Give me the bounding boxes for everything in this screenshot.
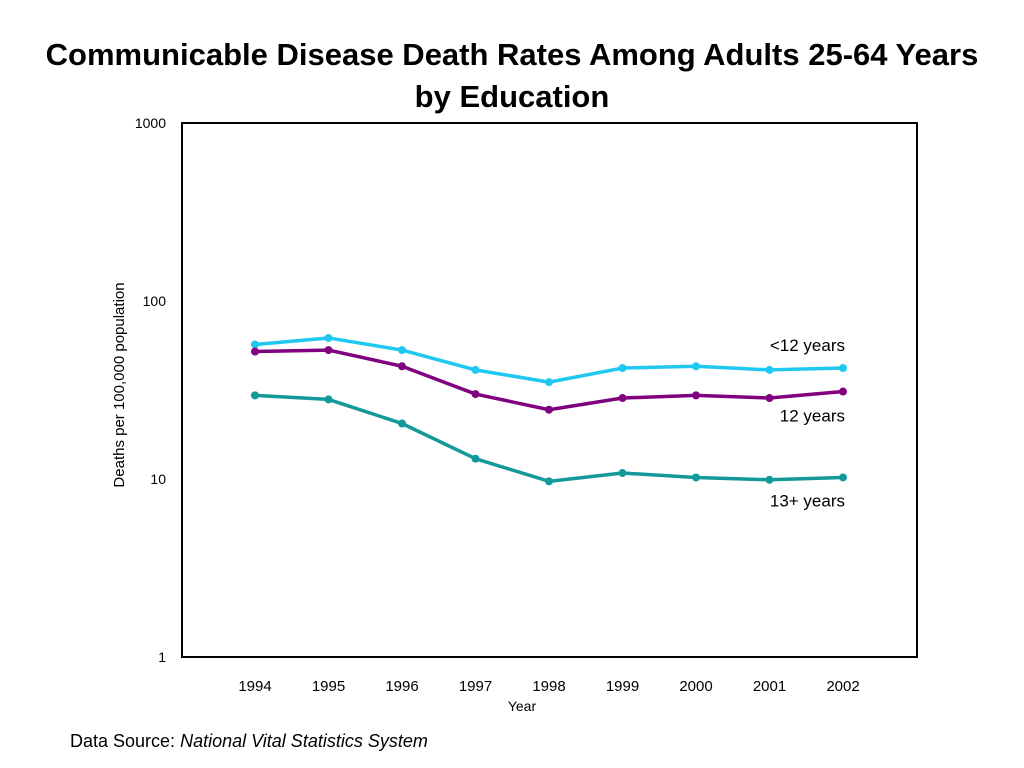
- data-point: [765, 475, 774, 484]
- plot-area-frame: [181, 122, 918, 658]
- data-source-label: Data Source:: [70, 731, 176, 751]
- x-tick-label: 1999: [606, 678, 639, 695]
- data-point: [251, 347, 259, 356]
- x-axis-ticks: 1994 1995 1996 1997 1998 1999 2000 2001 2002: [238, 678, 859, 695]
- series-label: 13+ years: [770, 491, 845, 510]
- data-source-note: Data Source: National Vital Statistics S…: [70, 731, 428, 752]
- data-point: [545, 378, 553, 387]
- data-point: [324, 395, 333, 404]
- y-tick-label: 100: [143, 293, 167, 309]
- data-point: [765, 365, 774, 374]
- data-point: [324, 346, 333, 355]
- chart-title: Communicable Disease Death Rates Among A…: [0, 34, 1024, 118]
- data-point: [618, 364, 627, 373]
- series-lines: [251, 333, 847, 486]
- x-tick-label: 1996: [385, 678, 418, 695]
- x-tick-label: 1995: [312, 678, 345, 695]
- data-point: [765, 394, 774, 403]
- x-axis-label: Year: [508, 698, 537, 714]
- data-point: [398, 362, 406, 371]
- x-tick-label: 2001: [753, 678, 786, 695]
- data-point: [839, 473, 847, 482]
- x-tick-label: 2000: [679, 678, 712, 695]
- data-point: [545, 477, 553, 486]
- data-source-name: National Vital Statistics System: [180, 731, 428, 751]
- data-point: [692, 362, 700, 371]
- series-label: 12 years: [780, 407, 845, 426]
- data-point: [471, 390, 480, 399]
- data-point: [471, 454, 480, 463]
- y-tick-label: 1000: [135, 115, 166, 131]
- y-axis-label: Deaths per 100,000 population: [111, 282, 128, 487]
- y-tick-label: 10: [150, 471, 166, 487]
- series-labels: <12 years 12 years 13+ years: [770, 336, 845, 510]
- data-point: [471, 365, 480, 374]
- x-tick-label: 1994: [238, 678, 271, 695]
- data-point: [251, 340, 259, 349]
- x-tick-label: 1998: [532, 678, 565, 695]
- data-point: [398, 346, 406, 355]
- data-point: [251, 391, 259, 400]
- data-point: [324, 333, 333, 342]
- data-point: [618, 469, 627, 478]
- series-label: <12 years: [770, 336, 845, 355]
- data-point: [839, 364, 847, 373]
- y-tick-label: 1: [158, 649, 166, 665]
- data-point: [692, 473, 700, 482]
- x-tick-label: 2002: [826, 678, 859, 695]
- data-point: [839, 387, 847, 396]
- x-tick-label: 1997: [459, 678, 492, 695]
- y-axis-ticks: 1 10 100 1000: [135, 115, 166, 665]
- data-point: [398, 419, 406, 428]
- data-point: [692, 391, 700, 400]
- chart-title-line-1: Communicable Disease Death Rates Among A…: [45, 37, 979, 72]
- data-point: [545, 405, 553, 414]
- chart-title-line-2: by Education: [414, 79, 610, 114]
- data-point: [618, 394, 627, 403]
